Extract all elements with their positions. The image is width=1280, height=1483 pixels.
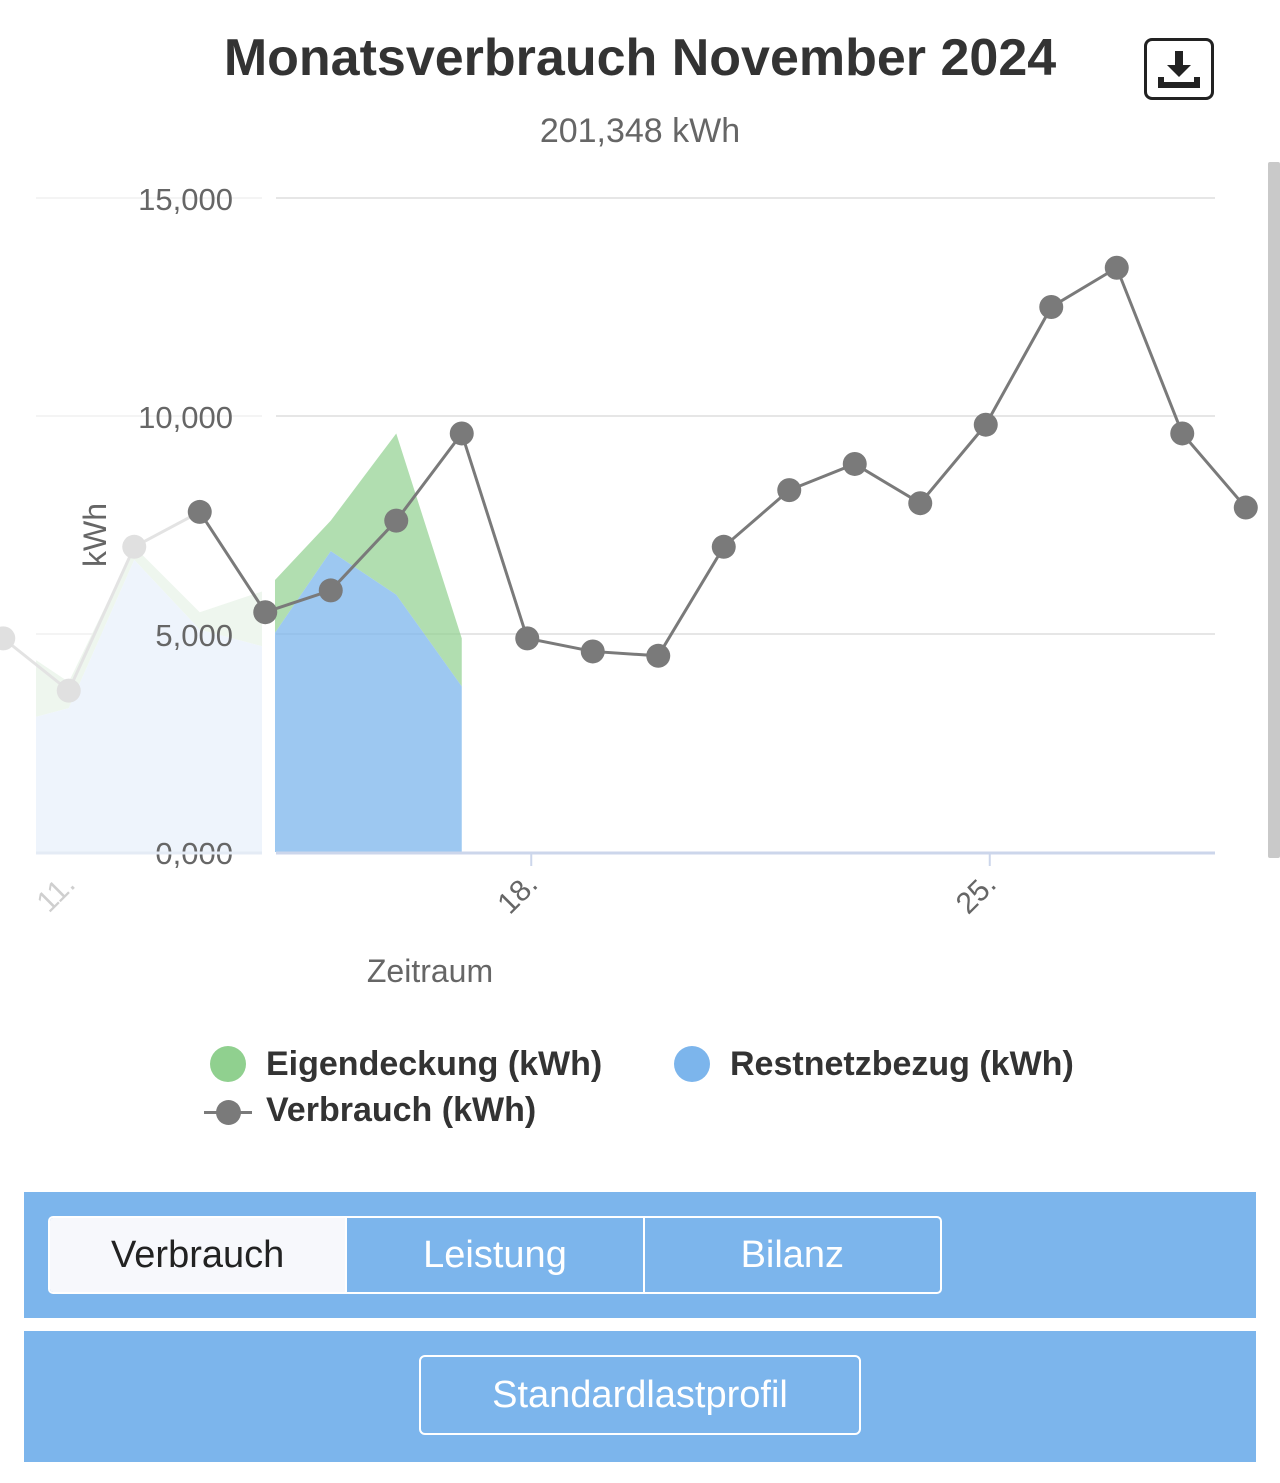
download-icon — [1158, 51, 1200, 88]
verbrauch-point — [515, 626, 540, 651]
y-axis-title: kWh — [77, 503, 113, 567]
x-tick-label: 25. — [950, 868, 1003, 921]
legend-restnetzbezug-marker — [674, 1046, 710, 1082]
legend-eigendeckung-label[interactable]: Eigendeckung (kWh) — [266, 1045, 603, 1083]
verbrauch-point — [253, 600, 278, 625]
view-tabbar: Verbrauch Leistung Bilanz — [24, 1192, 1256, 1318]
verbrauch-line-faded — [2, 510, 201, 694]
tab-bilanz[interactable]: Bilanz — [740, 1233, 845, 1276]
verbrauch-point — [580, 639, 605, 664]
verbrauch-point — [384, 508, 409, 533]
legend-verbrauch-label[interactable]: Verbrauch (kWh) — [266, 1091, 537, 1129]
view-tabs: Verbrauch Leistung Bilanz — [48, 1216, 942, 1294]
legend-restnetzbezug-label[interactable]: Restnetzbezug (kWh) — [730, 1045, 1074, 1083]
verbrauch-point — [908, 491, 933, 516]
verbrauch-point — [973, 412, 998, 437]
verbrauch-point — [1039, 295, 1064, 319]
verbrauch-point — [0, 626, 16, 651]
verbrauch-point — [711, 534, 736, 559]
verbrauch-point — [842, 451, 867, 476]
y-tick-label: 15,000 — [138, 182, 233, 217]
x-axis-title: Zeitraum — [367, 953, 493, 989]
verbrauch-point — [449, 421, 474, 446]
verbrauch-point — [646, 643, 671, 668]
verbrauch-point — [187, 499, 212, 524]
area-eigendeckung-faded — [36, 546, 262, 717]
x-tick-label: 11. — [30, 868, 81, 919]
chart-subtitle-total: 201,348 kWh — [539, 112, 741, 150]
tab-leistung[interactable]: Leistung — [347, 1218, 645, 1292]
verbrauch-point — [56, 678, 81, 703]
standardlastprofil-button[interactable]: Standardlastprofil — [419, 1355, 861, 1435]
verbrauch-point — [1233, 495, 1258, 520]
legend-eigendeckung-marker — [210, 1046, 246, 1082]
y-tick-label: 5,000 — [155, 618, 233, 653]
chart-scrollbar[interactable] — [1268, 162, 1280, 858]
legend-verbrauch-marker — [204, 1100, 252, 1125]
profile-bar: Standardlastprofil — [24, 1331, 1256, 1462]
area-restnetzbezug-highlight — [275, 551, 462, 852]
y-tick-label: 10,000 — [138, 400, 233, 435]
verbrauch-point — [122, 534, 147, 559]
verbrauch-point — [318, 578, 343, 603]
chart-title: Monatsverbrauch November 2024 — [223, 29, 1057, 87]
x-tick-label: 18. — [491, 868, 544, 921]
download-button[interactable] — [1144, 38, 1214, 100]
verbrauch-point — [777, 478, 802, 503]
verbrauch-point — [1170, 421, 1195, 446]
tab-verbrauch[interactable]: Verbrauch — [50, 1218, 348, 1292]
verbrauch-point — [1104, 255, 1129, 280]
area-restnetzbezug-faded — [36, 559, 262, 852]
